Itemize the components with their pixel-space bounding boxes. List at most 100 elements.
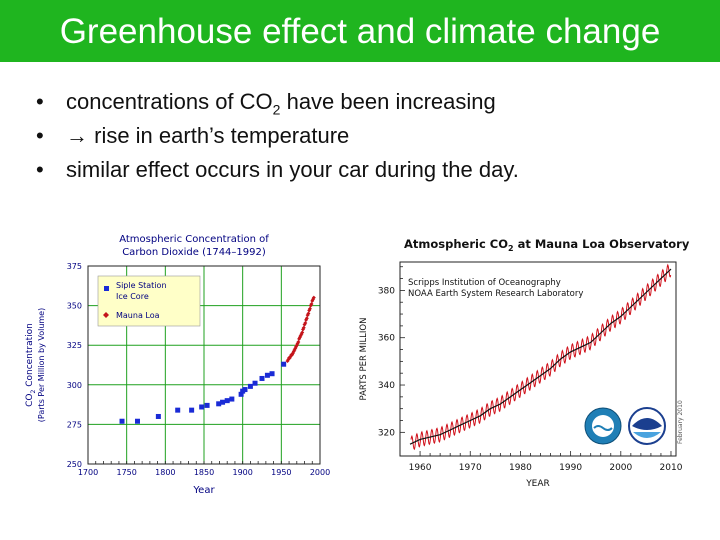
ice-core-point xyxy=(259,375,265,381)
mauna-loa-point xyxy=(303,321,308,326)
y-tick-label: 300 xyxy=(67,381,82,390)
legend-box xyxy=(97,275,201,327)
legend: Siple Station Ice Core Mauna Loa xyxy=(97,275,201,327)
y-axis-label: PARTS PER MILLION xyxy=(359,318,369,401)
plot-frame xyxy=(399,261,677,457)
x-tick-label: 2000 xyxy=(310,468,330,477)
chart-title: Atmospheric CO2 at Mauna Loa Observatory xyxy=(404,237,690,253)
ice-core-point xyxy=(134,418,140,424)
legend-label-line: Ice Core xyxy=(116,292,149,301)
y-label-sub: 2 xyxy=(30,390,37,394)
bullet-text: have been increasing xyxy=(280,89,496,114)
y-tick-label: 380 xyxy=(378,286,395,296)
mauna-loa-point xyxy=(296,340,301,345)
legend-label-ice-core: Siple Station Ice Core xyxy=(116,281,169,301)
bullet-item: • → rise in earth’s temperature xyxy=(36,122,519,156)
ice-core-point xyxy=(220,399,226,405)
bullet-list: • concentrations of CO2 have been increa… xyxy=(36,88,519,190)
data-points xyxy=(119,295,316,424)
annotation-scripps: Scripps Institution of Oceanography xyxy=(408,278,561,288)
y-tick-label: 350 xyxy=(67,302,82,311)
chart-title-line: Atmospheric Concentration of xyxy=(119,234,269,245)
x-axis-label: YEAR xyxy=(525,479,550,489)
x-tick-label: 2010 xyxy=(660,463,683,473)
ice-core-point xyxy=(281,361,287,367)
mauna-loa-point xyxy=(307,306,312,311)
y-tick-label: 340 xyxy=(378,381,395,391)
ice-core-point xyxy=(189,407,195,413)
y-tick-label: 360 xyxy=(378,334,395,344)
mauna-loa-point xyxy=(300,330,305,335)
ice-core-point xyxy=(269,371,275,377)
chart-title-line: Carbon Dioxide (1744–1992) xyxy=(122,247,266,258)
ice-core-point xyxy=(204,402,210,408)
ice-core-point xyxy=(224,398,230,404)
ice-core-point xyxy=(119,418,125,424)
x-tick-labels: 1960 1970 1980 1990 2000 2010 xyxy=(409,463,683,473)
mauna-loa-point xyxy=(306,311,311,316)
legend-marker-square xyxy=(104,286,109,291)
y-tick-label: 375 xyxy=(67,262,82,271)
annotation-date: February 2010 xyxy=(677,400,684,444)
mauna-loa-point xyxy=(298,333,303,338)
ice-core-point xyxy=(155,413,161,419)
y-label-units: (Parts Per Million by Volume) xyxy=(37,308,46,422)
y-tick-label: 275 xyxy=(67,420,82,429)
mauna-loa-point xyxy=(309,302,314,307)
x-tick-label: 1950 xyxy=(271,468,291,477)
mauna-loa-point xyxy=(292,347,297,352)
mauna-loa-point xyxy=(285,359,290,364)
mauna-loa-point xyxy=(304,316,309,321)
mauna-loa-co2-chart: Atmospheric CO2 at Mauna Loa Observatory… xyxy=(359,237,690,489)
bullet-text: concentrations of CO xyxy=(66,89,273,114)
monthly-co2-line xyxy=(410,263,672,451)
mauna-loa-point xyxy=(288,354,293,359)
x-tick-labels: 1700 1750 1800 1850 1900 1950 2000 xyxy=(78,468,330,477)
slide-title: Greenhouse effect and climate change xyxy=(59,12,661,51)
ice-core-point xyxy=(229,396,235,402)
x-axis-label: Year xyxy=(192,485,215,496)
scripps-logo xyxy=(584,407,622,445)
y-tick-label: 320 xyxy=(378,428,395,438)
ice-core-point xyxy=(252,380,258,386)
axis-ticks xyxy=(400,266,672,456)
mauna-loa-point xyxy=(311,295,316,300)
y-tick-label: 325 xyxy=(67,341,82,350)
scripps-logo-wave xyxy=(593,425,613,431)
svg-text:CO2 Concentration: CO2 Concentration xyxy=(25,323,37,407)
x-tick-label: 1800 xyxy=(155,468,175,477)
y-tick-label: 250 xyxy=(67,460,82,469)
bullet-text: rise in earth’s temperature xyxy=(88,123,350,148)
noaa-logo xyxy=(628,407,666,445)
arrow-icon: → xyxy=(66,123,88,148)
legend-label-line: Siple Station xyxy=(116,281,167,290)
trend-co2-line xyxy=(409,268,672,445)
ice-core-point xyxy=(247,383,253,389)
chart-title-sub: 2 xyxy=(508,244,514,253)
y-label-co: CO xyxy=(25,394,35,407)
x-tick-label: 1960 xyxy=(409,463,432,473)
x-tick-label: 1850 xyxy=(194,468,214,477)
y-label-concentration: Concentration xyxy=(25,323,35,387)
y-axis-label: CO2 Concentration (Parts Per Million by … xyxy=(25,308,46,422)
y-tick-labels: 250 275 300 325 350 375 xyxy=(67,262,82,469)
legend-marker-diamond xyxy=(103,312,109,318)
bullet-item: • similar effect occurs in your car duri… xyxy=(36,156,519,190)
bullet-dot: • xyxy=(36,89,44,114)
noaa-logo-water xyxy=(633,432,661,438)
annotation-noaa: NOAA Earth System Research Laboratory xyxy=(408,289,583,299)
legend-label-mauna-loa: Mauna Loa xyxy=(116,311,160,320)
chart-title-pre: Atmospheric CO xyxy=(404,237,508,251)
bullet-dot: • xyxy=(36,123,44,148)
bullet-item: • concentrations of CO2 have been increa… xyxy=(36,88,519,122)
noaa-logo-bird xyxy=(632,418,662,430)
ice-core-point xyxy=(199,404,205,410)
x-tick-label: 1900 xyxy=(232,468,252,477)
mauna-loa-point xyxy=(307,308,312,313)
ice-core-point xyxy=(238,391,244,397)
mauna-loa-point xyxy=(300,327,305,332)
mauna-loa-point xyxy=(301,325,306,330)
ice-core-point xyxy=(242,387,248,393)
bullet-dot: • xyxy=(36,157,44,182)
title-bar xyxy=(0,0,720,62)
